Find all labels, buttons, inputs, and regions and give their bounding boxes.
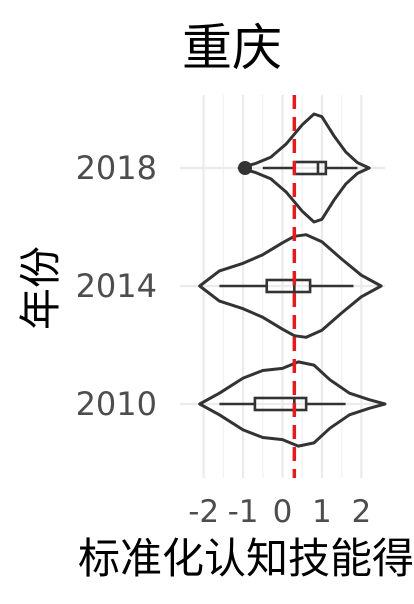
y-tick-label-2010: 2010 xyxy=(76,385,157,423)
violin-outline-2014 xyxy=(198,233,383,339)
box-2014 xyxy=(265,278,312,294)
violin-2010 xyxy=(198,360,387,448)
chart-title: 重庆 xyxy=(182,19,282,77)
violin-2014 xyxy=(198,233,383,339)
x-tick-label-1: -1 xyxy=(228,494,259,530)
x-tick-label-2: 0 xyxy=(273,494,293,530)
y-tick-labels: 2018 2014 2010 xyxy=(76,149,157,423)
x-tick-labels: -2 -1 0 1 2 xyxy=(188,494,371,530)
x-tick-label-3: 1 xyxy=(312,494,332,530)
violin-outline-2018 xyxy=(237,112,371,224)
grid xyxy=(180,95,385,478)
y-tick-label-2018: 2018 xyxy=(76,149,157,187)
violin-outline-2010 xyxy=(198,360,387,448)
violins xyxy=(198,112,387,448)
outlier-2018-0 xyxy=(238,161,253,175)
x-tick-label-4: 2 xyxy=(351,494,371,530)
violin-2018 xyxy=(237,112,371,224)
box-2010 xyxy=(253,396,308,412)
x-tick-label-0: -2 xyxy=(188,494,219,530)
y-axis-label: 年份 xyxy=(16,246,65,330)
y-tick-label-2014: 2014 xyxy=(76,267,157,305)
x-axis-label: 标准化认知技能得分 xyxy=(78,534,414,583)
